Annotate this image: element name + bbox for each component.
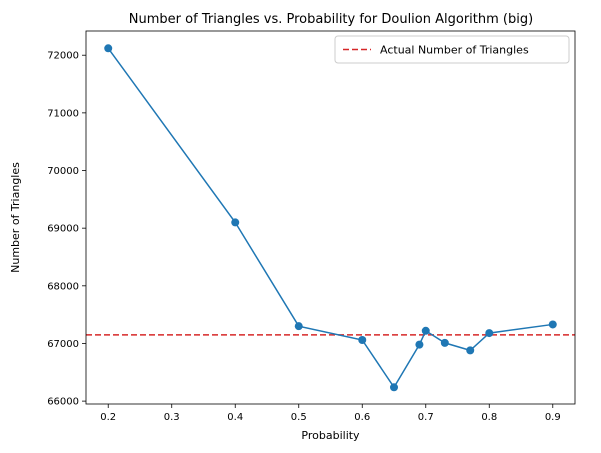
y-tick-label: 68000 [47, 281, 79, 292]
y-tick-label: 67000 [47, 339, 79, 350]
legend-label: Actual Number of Triangles [380, 44, 529, 57]
data-point [485, 329, 494, 338]
data-point [104, 44, 113, 53]
x-tick-label: 0.6 [354, 412, 370, 423]
x-axis-label: Probability [301, 429, 360, 442]
y-tick-label: 72000 [47, 51, 79, 62]
y-tick-label: 66000 [47, 397, 79, 408]
data-point [466, 346, 475, 355]
x-tick-label: 0.4 [227, 412, 243, 423]
x-axis-ticks: 0.2 0.3 0.4 0.5 0.6 0.7 0.8 0.9 [100, 404, 561, 423]
data-point [294, 322, 303, 331]
series-layer [104, 44, 557, 392]
y-axis-label: Number of Triangles [9, 162, 22, 273]
x-tick-label: 0.7 [418, 412, 434, 423]
plot-frame [85, 30, 576, 405]
x-tick-label: 0.3 [164, 412, 180, 423]
data-point [421, 326, 430, 335]
data-point [231, 218, 240, 227]
data-point [358, 336, 367, 345]
legend-box [334, 35, 570, 64]
plot-area [86, 31, 575, 404]
y-axis-ticks: 66000 67000 68000 69000 70000 71000 72000 [47, 51, 86, 408]
x-tick-label: 0.9 [545, 412, 561, 423]
legend: Actual Number of Triangles [334, 35, 570, 64]
y-tick-label: 71000 [47, 108, 79, 119]
chart-title: Number of Triangles vs. Probability for … [129, 12, 533, 27]
x-tick-label: 0.8 [481, 412, 497, 423]
x-tick-label: 0.2 [100, 412, 116, 423]
y-tick-label: 69000 [47, 224, 79, 235]
data-point [548, 320, 557, 329]
data-point [440, 338, 449, 347]
data-point [415, 340, 424, 349]
data-point [390, 383, 399, 392]
x-tick-label: 0.5 [291, 412, 307, 423]
y-tick-label: 70000 [47, 166, 79, 177]
